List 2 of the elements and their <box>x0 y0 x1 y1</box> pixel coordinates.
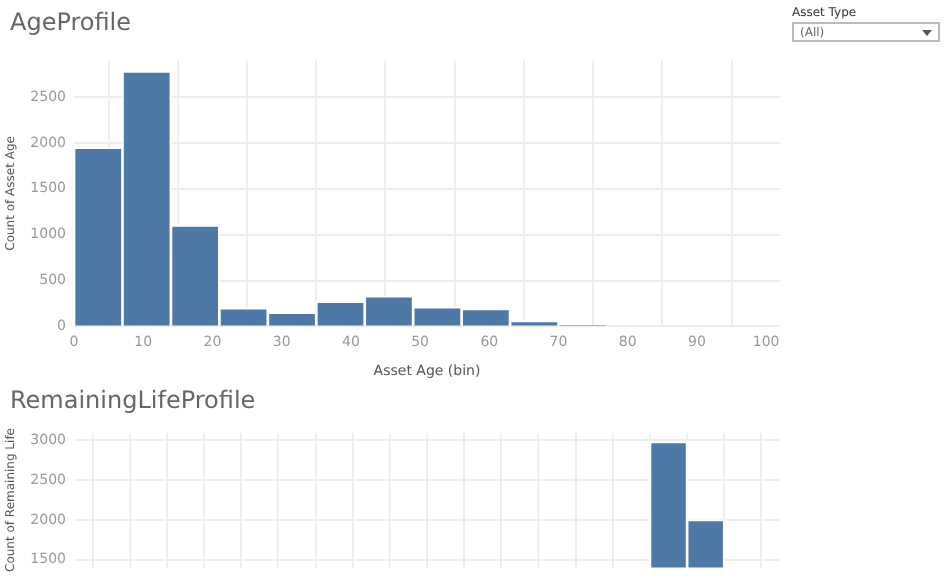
chart-title: AgeProfile <box>10 8 132 36</box>
chart-title: RemainingLifeProfile <box>10 386 256 414</box>
